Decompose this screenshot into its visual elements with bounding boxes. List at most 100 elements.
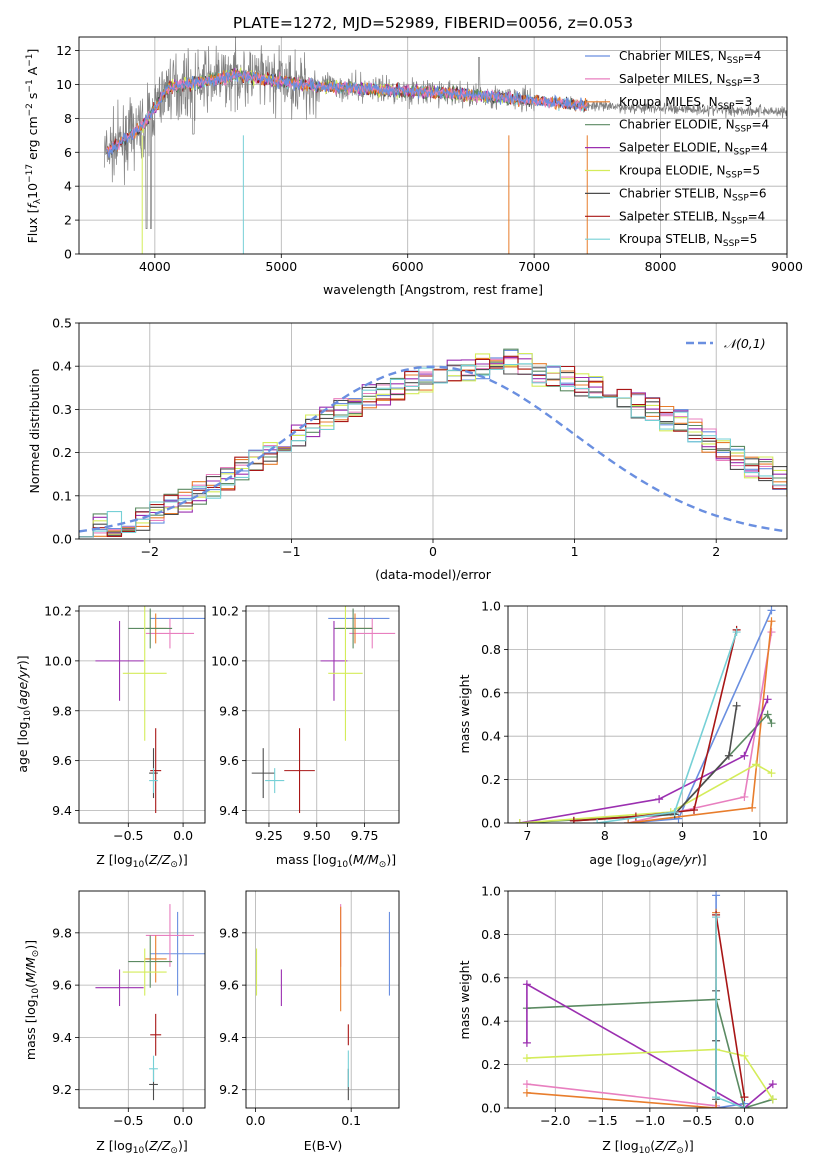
data-point bbox=[522, 1054, 531, 1063]
y-tick-label: 0.0 bbox=[481, 1101, 501, 1116]
data-point bbox=[767, 606, 776, 615]
x-axis-label: Z [log10(Z/Z⊙)] bbox=[96, 852, 187, 870]
x-tick-label: −2.0 bbox=[540, 1113, 570, 1128]
gaussian-reference bbox=[79, 365, 787, 533]
data-point bbox=[624, 819, 633, 823]
weight-line bbox=[519, 713, 773, 823]
x-tick-label: 9 bbox=[678, 828, 686, 843]
y-tick-label: 9.4 bbox=[52, 1030, 72, 1045]
axes-frame bbox=[507, 605, 788, 824]
y-tick-label: 0 bbox=[64, 247, 72, 262]
chart-axes: −0.5 0.0 9.2 9.4 9.6 9.8 Z [log10(Z/Z⊙)] mass [… bbox=[23, 890, 206, 1156]
y-tick-label: 9.8 bbox=[219, 703, 239, 718]
y-axis-label: Normed distribution bbox=[27, 369, 42, 494]
data-point bbox=[768, 1080, 777, 1089]
y-tick-label: 1.0 bbox=[481, 884, 501, 899]
weight-line bbox=[715, 914, 746, 1098]
data-point bbox=[522, 1038, 531, 1047]
y-tick-label: 10.0 bbox=[211, 653, 239, 668]
x-tick-label: −1.0 bbox=[635, 1113, 665, 1128]
data-point bbox=[740, 1093, 749, 1102]
axes-frame bbox=[78, 36, 788, 255]
x-tick-label: 7000 bbox=[518, 259, 550, 274]
x-tick-label: 0.0 bbox=[173, 1113, 193, 1128]
data-point bbox=[569, 816, 578, 823]
x-tick-label: 8000 bbox=[645, 259, 677, 274]
weight-line bbox=[519, 763, 772, 823]
y-tick-label: 9.4 bbox=[219, 1030, 239, 1045]
data-point bbox=[690, 805, 698, 814]
axes-frame bbox=[78, 890, 206, 1109]
axes-frame bbox=[245, 605, 400, 824]
data-point bbox=[515, 819, 524, 823]
x-tick-label: −0.5 bbox=[113, 828, 143, 843]
y-tick-label: 0.2 bbox=[481, 1057, 501, 1072]
x-tick-label: 10 bbox=[752, 828, 768, 843]
data-point bbox=[712, 1093, 721, 1102]
x-tick-label: 9.25 bbox=[255, 828, 283, 843]
x-tick-label: −1 bbox=[282, 544, 300, 559]
data-point bbox=[593, 819, 602, 823]
y-tick-label: 9.6 bbox=[52, 978, 72, 993]
y-tick-label: 12 bbox=[56, 43, 72, 58]
y-axis-label: mass [log10(M/M⊙)] bbox=[23, 940, 41, 1060]
weight-line bbox=[526, 998, 774, 1108]
x-tick-label: 0 bbox=[429, 544, 437, 559]
data-point bbox=[740, 1104, 749, 1108]
chart-axes: 9.25 9.50 9.75 9.4 9.6 9.8 10.0 10.2 mass [log10… bbox=[211, 603, 400, 870]
y-tick-label: 9.8 bbox=[52, 703, 72, 718]
legend-entry: Chabrier STELIB, NSSP=6 bbox=[619, 186, 767, 203]
model-spectrum bbox=[106, 68, 588, 157]
histogram-series bbox=[79, 363, 787, 538]
plot-area bbox=[251, 606, 396, 814]
data-point bbox=[767, 769, 776, 778]
legend-entry: Chabrier MILES, NSSP=4 bbox=[619, 49, 761, 66]
x-tick-label: 9.75 bbox=[351, 828, 379, 843]
y-tick-label: 9.6 bbox=[52, 753, 72, 768]
x-tick-label: 4000 bbox=[139, 259, 171, 274]
data-point bbox=[768, 1095, 777, 1104]
y-tick-label: 0.1 bbox=[52, 488, 72, 503]
legend-entry: Salpeter ELODIE, NSSP=4 bbox=[619, 141, 768, 158]
x-tick-label: 0.1 bbox=[341, 1113, 361, 1128]
y-tick-label: 0.6 bbox=[481, 685, 501, 700]
x-tick-label: 0.0 bbox=[734, 1113, 754, 1128]
y-axis-label: mass weight bbox=[457, 960, 472, 1039]
x-tick-label: 0.0 bbox=[173, 828, 193, 843]
plot-area bbox=[522, 891, 777, 1108]
weight-line bbox=[628, 609, 773, 823]
y-tick-label: 9.4 bbox=[219, 803, 239, 818]
legend-entry: Kroupa ELODIE, NSSP=5 bbox=[619, 164, 760, 181]
data-point bbox=[740, 792, 749, 801]
weight-line bbox=[519, 698, 769, 823]
y-tick-label: 4 bbox=[64, 179, 72, 194]
y-tick-label: 0.0 bbox=[481, 816, 501, 831]
data-point bbox=[740, 751, 749, 760]
data-point bbox=[522, 1088, 531, 1097]
data-point bbox=[712, 1104, 721, 1108]
x-tick-label: −1.5 bbox=[587, 1113, 617, 1128]
y-axis-label: age [log10(age/yr)] bbox=[15, 655, 33, 772]
y-tick-label: 9.8 bbox=[52, 925, 72, 940]
x-tick-label: 9000 bbox=[771, 259, 803, 274]
weight-line bbox=[628, 621, 773, 823]
chart-axes: −2 −1 0 1 2 0.0 0.1 0.2 0.3 0.4 0.5 (data-model)/er… bbox=[27, 316, 788, 582]
y-tick-label: 10.2 bbox=[44, 603, 72, 618]
y-tick-label: 9.2 bbox=[219, 1082, 239, 1097]
legend-entry: Chabrier ELODIE, NSSP=4 bbox=[619, 118, 769, 135]
x-tick-label: 7 bbox=[523, 828, 531, 843]
plot-area bbox=[515, 606, 776, 823]
data-point bbox=[724, 751, 733, 760]
y-tick-label: 9.8 bbox=[219, 925, 239, 940]
legend-entry: Salpeter STELIB, NSSP=4 bbox=[619, 209, 765, 226]
y-tick-label: 0.5 bbox=[52, 316, 72, 331]
data-point bbox=[732, 701, 741, 710]
y-tick-label: 2 bbox=[64, 213, 72, 228]
figure-title: PLATE=1272, MJD=52989, FIBERID=0056, z=0… bbox=[233, 14, 633, 32]
weight-line bbox=[627, 631, 773, 823]
y-tick-label: 1.0 bbox=[481, 599, 501, 614]
y-tick-label: 0.2 bbox=[52, 445, 72, 460]
legend-entry: Kroupa MILES, NSSP=3 bbox=[619, 95, 752, 112]
chart-axes: 7 8 9 10 0.0 0.2 0.4 0.6 0.8 1.0 age [log10(age/yr… bbox=[457, 599, 788, 870]
